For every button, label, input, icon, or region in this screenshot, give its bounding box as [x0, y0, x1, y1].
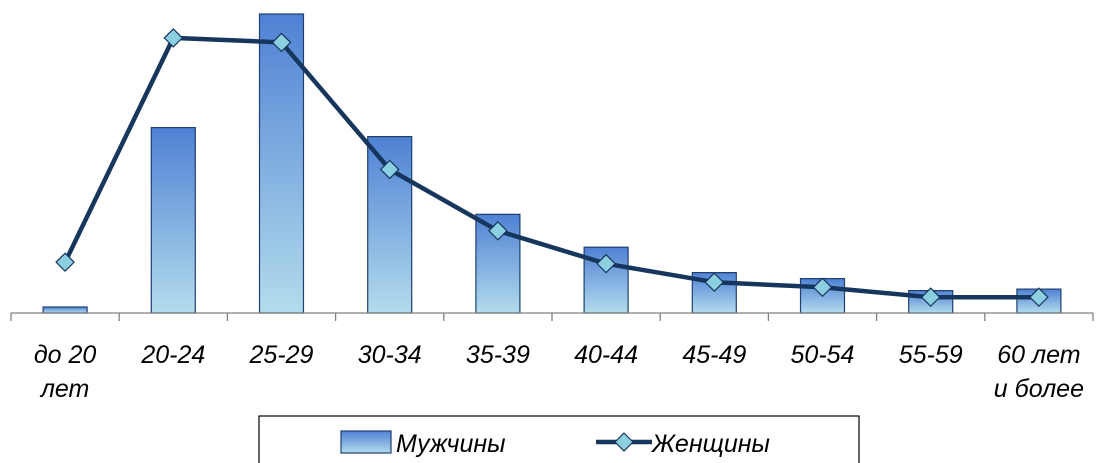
legend-label-men: Мужчины — [396, 430, 506, 458]
point-women-8 — [920, 287, 941, 308]
point-women-0 — [55, 252, 75, 273]
bar-men-2 — [258, 13, 305, 314]
x-tick-label-3: 30-34 — [358, 341, 422, 369]
x-tick-label-0: до 20 лет — [34, 341, 97, 403]
x-tick-label-8: 55-59 — [899, 341, 963, 369]
bar-men-0 — [42, 306, 88, 314]
point-women-9 — [1029, 287, 1049, 308]
line-women — [55, 28, 1049, 308]
legend-label-women: Женщины — [650, 430, 770, 458]
point-women-5 — [596, 253, 616, 274]
x-tick-label-9: 60 лет и более — [994, 341, 1084, 403]
point-women-6 — [704, 272, 725, 293]
line-women-path — [63, 35, 1039, 300]
point-women-2 — [271, 32, 292, 53]
point-women-3 — [379, 159, 400, 180]
point-women-4 — [488, 220, 508, 241]
bars-men — [42, 13, 1062, 314]
point-women-7 — [812, 277, 833, 298]
legend-bar-swatch — [340, 430, 392, 454]
point-women-1 — [163, 28, 184, 48]
x-tick-label-2: 25-29 — [249, 341, 314, 369]
bar-men-1 — [150, 126, 196, 314]
x-tick-label-4: 35-39 — [466, 341, 530, 369]
x-tick-label-5: 40-44 — [574, 341, 638, 369]
x-axis — [10, 312, 1094, 321]
x-tick-label-6: 45-49 — [682, 341, 746, 369]
x-tick-label-1: 20-24 — [140, 341, 205, 369]
x-tick-label-7: 50-54 — [791, 341, 855, 369]
legend-diamond-marker — [614, 432, 634, 452]
x-tick-labels: до 20 лет 20-24 25-29 30-34 35-39 40-44 45-49 50… — [34, 341, 1084, 403]
legend: Мужчины Женщины — [258, 415, 860, 463]
